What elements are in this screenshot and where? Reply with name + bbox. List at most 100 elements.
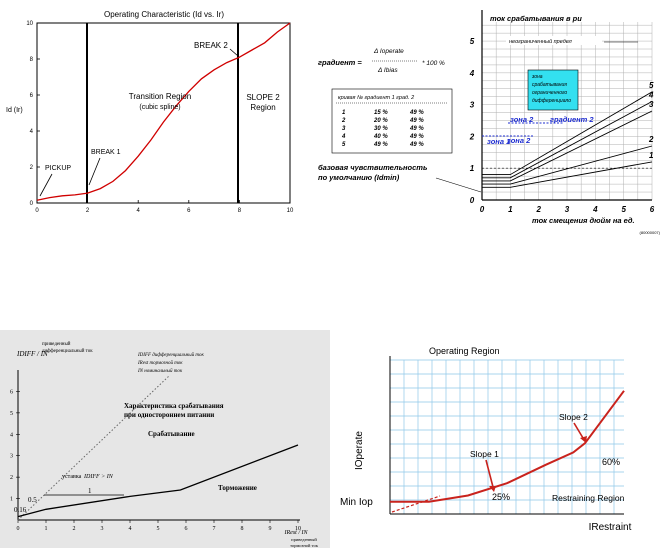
chart3-background (0, 330, 330, 548)
chart2-series-label-1: 1 (649, 151, 654, 160)
chart3-cond-expr: IDIFF > IN (83, 474, 114, 480)
chart3-xlabel-desc1: приведенный (291, 537, 317, 542)
chart2-xtick-label: 1 (508, 205, 513, 214)
chart2-formula-label: градиент = (318, 58, 362, 67)
chart1-slope2-label: SLOPE 2 (246, 93, 280, 102)
chart4-slope2-arrowhead (580, 436, 587, 443)
chart3-mark-05: 0.5 (28, 496, 37, 504)
chart1-region-sub: (cubic spline) (139, 104, 180, 111)
chart3-xtick-label: 3 (101, 526, 104, 532)
chart2-table-cell-grad2: 49 % (409, 126, 424, 132)
chart1-ylabel: Id (Ir) (6, 107, 23, 114)
chart3-ytick-label: 6 (10, 389, 13, 395)
chart2-unlimited-label: неограниченный предел (509, 38, 572, 45)
chart3-ylabel-desc1: приведенный (42, 342, 71, 347)
chart2-series-line-4 (482, 101, 653, 179)
chart2-table-cell-grad1: 30 % (374, 126, 388, 132)
chart2-unlimited-bg (506, 36, 602, 45)
chart2-xtick-label: 6 (650, 205, 655, 214)
chart3-restrain-label: Торможение (218, 484, 257, 492)
chart2-table-cell-grad1: 49 % (373, 142, 388, 148)
chart2-gradient2-label: градиент 2 (550, 115, 594, 124)
chart3-cond-label: уставка (62, 474, 82, 480)
chart2-xtick-label: 3 (565, 205, 570, 214)
chart2-series-label-3: 3 (649, 100, 654, 109)
chart2-table-cell-grad1: 40 % (373, 134, 388, 140)
chart3-char-title2: при одностороннем питании (124, 411, 214, 419)
chart1-xtick-label: 2 (86, 208, 90, 214)
chart2-series-line-2 (482, 145, 653, 185)
chart4-restraining: Restraining Region (552, 493, 625, 503)
chart2-basesens-line2: по умолчанию (Idmin) (318, 173, 400, 182)
chart1-break2-arrow (229, 48, 239, 57)
chart2-series-label-2: 2 (648, 135, 654, 144)
chart4-dashed-extension (391, 495, 441, 513)
chart2-table-cell-grad2: 49 % (409, 134, 424, 140)
chart2-ytick-label: 3 (470, 101, 475, 110)
chart2-table-cell-curve: 1 (342, 110, 346, 116)
chart2-table-cell-grad1: 20 % (373, 118, 388, 124)
chart2-formula-tail: * 100 % (422, 60, 445, 67)
chart3-xtick-label: 8 (241, 526, 244, 532)
chart2-table-cell-grad1: 15 % (374, 110, 388, 116)
chart2-ytick-label: 4 (469, 69, 475, 78)
chart2-zone1-label: зона 1 (487, 137, 510, 146)
chart2-table-cell-curve: 5 (342, 142, 346, 148)
chart3-xtick-label: 10 (295, 526, 301, 532)
chart3-xtick-label: 5 (157, 526, 160, 532)
chart2-zone-box-line4: дифференциало (532, 98, 571, 104)
chart2-series-line-5 (482, 91, 653, 176)
chart2-zone2b-label: зона 2 (507, 136, 531, 145)
chart4-svg: Operating Region IOperate IRestraint Min… (340, 346, 632, 533)
chart3-ytick-label: 4 (10, 432, 13, 438)
chart4-xlabel: IRestraint (589, 522, 632, 533)
chart2-xtick-label: 2 (535, 205, 541, 214)
chart2-ytick-label: 2 (469, 132, 475, 141)
chart2-table-cell-grad2: 49 % (409, 142, 424, 148)
chart2-table-cell-curve: 2 (341, 118, 346, 124)
chart4-pct1: 25% (492, 492, 510, 502)
chart1-xtick-label: 0 (35, 208, 39, 214)
chart1-break1-arrow (88, 157, 101, 186)
chart1-ytick-label: 10 (26, 21, 33, 27)
chart4-slope1-label: Slope 1 (470, 449, 499, 459)
chart1-xtick-label: 10 (287, 208, 294, 214)
chart2-ytick-label: 1 (470, 164, 475, 173)
chart3-xtick-label: 0 (17, 526, 20, 532)
chart2-ytick-label: 0 (470, 196, 475, 205)
chart2-table-cell-curve: 3 (342, 126, 346, 132)
chart3-one-side-dotted (17, 374, 171, 521)
chart4-slope1-arrow (485, 459, 494, 488)
chart4-ylabel: IOperate (354, 431, 365, 470)
chart4-series-curve (390, 390, 625, 503)
chart4-slope1-arrowhead (489, 486, 496, 492)
chart1-title: Operating Characteristic (Id vs. Ir) (104, 10, 224, 19)
chart3-xtick-label: 7 (213, 526, 216, 532)
chart4-slope2-label: Slope 2 (559, 412, 588, 422)
chart3-legend-line2: IRest тормозной ток (137, 360, 183, 366)
chart3-legend-line3: IN номинальный ток (137, 368, 183, 374)
chart2-ylabel: ток срабатывания в pu (490, 14, 582, 23)
chart3-char-title1: Характеристика срабатывания (124, 402, 224, 410)
chart-operating-characteristic: Operating Characteristic (Id vs. Ir) 0 2 4… (0, 0, 300, 215)
chart3-ytick-label: 3 (10, 454, 13, 460)
chart2-basesens-arrow (435, 177, 482, 193)
chart1-xtick-label: 4 (137, 208, 141, 214)
chart2-zone-box-line3: ограниченного (532, 90, 567, 96)
chart2-zone2a-label: зона 2 (510, 115, 534, 124)
chart2-table-cell-curve: 4 (341, 134, 346, 140)
chart3-mark-016: 0.16 (14, 506, 27, 514)
chart2-xtick-label: 5 (621, 205, 626, 214)
chart2-series-label-5: 5 (649, 81, 654, 90)
chart4-slope2-arrow (573, 422, 584, 439)
chart-operating-region: Operating Region IOperate IRestraint Min… (340, 330, 664, 548)
chart2-series-label-4: 4 (648, 90, 654, 99)
chart1-break1-label: BREAK 1 (91, 149, 121, 156)
chart2-table-cell-grad2: 49 % (409, 110, 424, 116)
chart2-xtick-label: 4 (592, 205, 598, 214)
chart3-ylabel-desc2: дифференциальный ток (42, 349, 93, 354)
chart1-ytick-label: 6 (30, 93, 34, 99)
chart3-ytick-label: 5 (10, 411, 13, 417)
chart3-mark-1: 1 (88, 487, 92, 495)
